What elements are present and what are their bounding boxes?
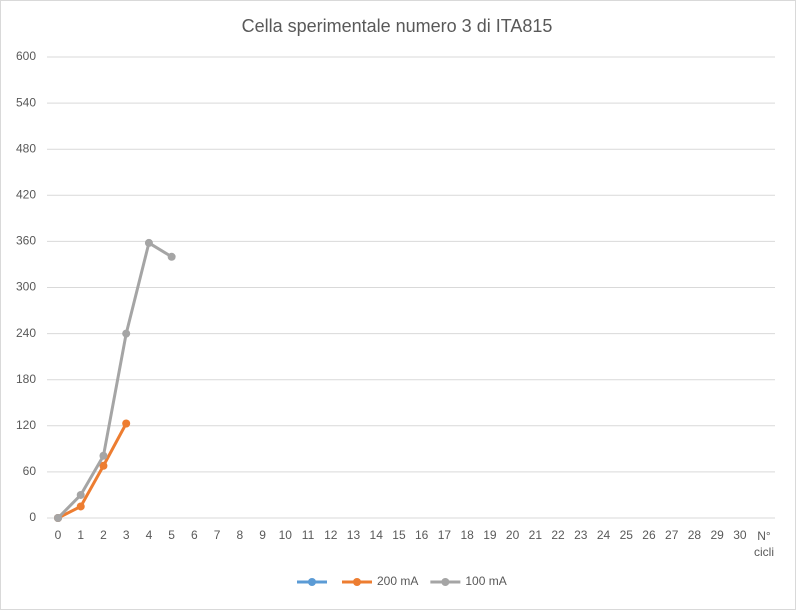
x-tick-label: 25	[620, 528, 634, 542]
y-tick-label: 240	[16, 326, 36, 340]
y-tick-label: 180	[16, 372, 36, 386]
x-tick-label: 16	[415, 528, 429, 542]
y-tick-label: 60	[23, 464, 37, 478]
legend-marker	[353, 578, 361, 586]
x-tick-label: 4	[146, 528, 153, 542]
series-line	[56, 241, 173, 520]
x-tick-label: 7	[214, 528, 221, 542]
y-tick-label: 540	[16, 95, 36, 109]
data-point	[144, 238, 153, 247]
data-point	[76, 490, 85, 499]
x-tick-label: 10	[279, 528, 293, 542]
x-tick-label: 6	[191, 528, 198, 542]
x-tick-label: 29	[710, 528, 724, 542]
y-tick-label: 300	[16, 280, 36, 294]
legend-label: 200 mA	[377, 574, 418, 588]
chart-title: Cella sperimentale numero 3 di ITA815	[242, 16, 553, 36]
y-tick-label: 120	[16, 418, 36, 432]
legend-marker	[308, 578, 316, 586]
x-tick-label: 1	[77, 528, 84, 542]
data-point	[99, 451, 108, 460]
y-tick-label: 0	[29, 510, 36, 524]
data-point	[122, 329, 131, 338]
data-point	[99, 461, 108, 470]
x-tick-label: 17	[438, 528, 452, 542]
x-tick-label: 21	[529, 528, 543, 542]
x-tick-label: 15	[392, 528, 406, 542]
data-point	[76, 502, 85, 511]
x-tick-label: 18	[460, 528, 474, 542]
x-tick-label: 20	[506, 528, 520, 542]
x-tick-label: 2	[100, 528, 107, 542]
x-tick-label: 22	[551, 528, 565, 542]
x-tick-label: 12	[324, 528, 338, 542]
x-tick-label: 5	[168, 528, 175, 542]
x-tick-label: 27	[665, 528, 679, 542]
legend-marker	[441, 578, 450, 586]
x-tick-label: 26	[642, 528, 656, 542]
legend-label: 100 mA	[465, 574, 506, 588]
y-tick-label: 600	[16, 49, 36, 63]
x-tick-label: 19	[483, 528, 497, 542]
data-point	[167, 252, 176, 261]
y-tick-label: 480	[16, 141, 36, 155]
x-tick-label: 11	[302, 528, 315, 542]
x-tick-label: 8	[236, 528, 243, 542]
data-point	[122, 419, 131, 428]
y-tick-label: 420	[16, 187, 36, 201]
x-tick-label: 14	[370, 528, 384, 542]
series-line	[57, 422, 128, 520]
y-tick-label: 360	[16, 234, 36, 248]
x-tick-label: 0	[55, 528, 62, 542]
x-tick-label: 24	[597, 528, 611, 542]
x-tick-label: 30	[733, 528, 747, 542]
x-tick-label: 23	[574, 528, 588, 542]
x-tick-label: 28	[688, 528, 702, 542]
x-tick-label: 3	[123, 528, 130, 542]
data-point	[54, 514, 62, 522]
x-axis-label: N° cicli	[754, 529, 774, 559]
x-tick-label: 13	[347, 528, 361, 542]
x-tick-label: 9	[259, 528, 266, 542]
